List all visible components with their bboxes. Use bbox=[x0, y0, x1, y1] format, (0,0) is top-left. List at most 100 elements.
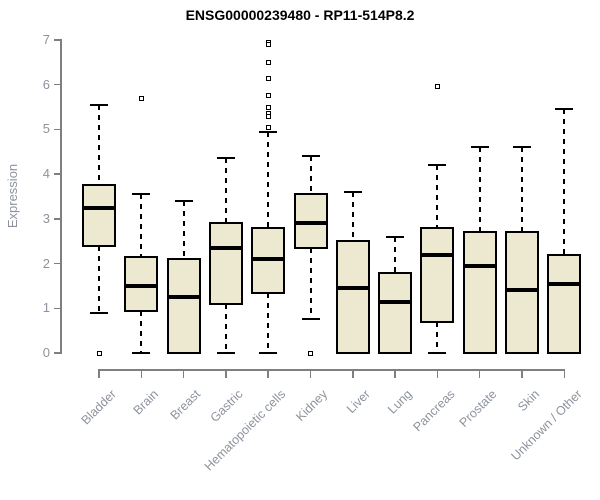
lower-whisker-cap bbox=[132, 352, 151, 354]
box-rect bbox=[124, 255, 159, 312]
median-line bbox=[84, 205, 114, 210]
x-tick-label: Prostate bbox=[456, 387, 500, 430]
median-line bbox=[380, 299, 411, 304]
y-tick-label: 5 bbox=[42, 121, 50, 137]
lower-whisker bbox=[309, 247, 312, 320]
outlier-point bbox=[96, 350, 102, 356]
x-tick-label: Bladder bbox=[78, 387, 119, 428]
upper-whisker-cap bbox=[216, 157, 235, 160]
x-tick-label: Lung bbox=[385, 387, 416, 417]
x-tick-label: Skin bbox=[514, 387, 542, 415]
x-axis-tick bbox=[98, 369, 100, 378]
x-axis-tick bbox=[182, 369, 185, 378]
upper-whisker-cap bbox=[555, 108, 574, 111]
lower-whisker-cap bbox=[90, 311, 108, 314]
outlier-point bbox=[434, 84, 440, 90]
outlier-point bbox=[265, 41, 271, 47]
outlier-point bbox=[308, 350, 313, 356]
x-axis-tick bbox=[394, 369, 396, 378]
upper-whisker bbox=[182, 200, 185, 260]
x-axis-tick bbox=[140, 369, 143, 378]
x-axis-tick bbox=[267, 369, 269, 378]
upper-whisker bbox=[224, 158, 227, 224]
upper-whisker bbox=[394, 236, 397, 273]
lower-whisker-cap bbox=[259, 352, 278, 354]
x-axis-tick bbox=[309, 369, 312, 378]
box-rect bbox=[547, 253, 582, 354]
box-rect bbox=[293, 193, 328, 249]
lower-whisker bbox=[140, 310, 143, 353]
upper-whisker bbox=[140, 194, 143, 257]
upper-whisker-cap bbox=[428, 164, 447, 167]
y-axis-tick bbox=[54, 128, 61, 131]
y-axis-title: Expression bbox=[5, 163, 20, 229]
y-tick-label: 3 bbox=[42, 210, 50, 226]
y-axis-tick bbox=[54, 352, 61, 354]
median-line bbox=[422, 252, 453, 257]
outlier-point bbox=[265, 104, 271, 110]
upper-whisker bbox=[563, 109, 566, 255]
x-axis-tick bbox=[563, 369, 566, 378]
box-rect bbox=[378, 271, 413, 354]
lower-whisker-cap bbox=[301, 318, 320, 321]
y-axis-tick bbox=[54, 173, 61, 175]
upper-whisker bbox=[436, 165, 439, 228]
upper-whisker bbox=[98, 104, 100, 186]
y-tick-label: 1 bbox=[42, 300, 50, 316]
x-tick-label: Liver bbox=[343, 387, 373, 417]
median-line bbox=[168, 295, 199, 300]
x-tick-label: Brain bbox=[130, 387, 162, 418]
x-axis-tick bbox=[478, 369, 481, 378]
box-rect bbox=[505, 231, 539, 354]
upper-whisker-cap bbox=[90, 103, 108, 106]
x-tick-label: Gastric bbox=[207, 387, 246, 425]
y-tick-label: 0 bbox=[42, 345, 50, 360]
outlier-point bbox=[265, 75, 271, 81]
lower-whisker bbox=[267, 292, 270, 353]
x-axis-line bbox=[98, 369, 566, 371]
upper-whisker-cap bbox=[513, 146, 531, 149]
lower-whisker bbox=[436, 321, 439, 353]
y-axis-line bbox=[60, 39, 62, 354]
x-axis-tick bbox=[225, 369, 227, 378]
median-line bbox=[126, 283, 157, 288]
lower-whisker bbox=[224, 303, 227, 353]
box-rect bbox=[208, 222, 243, 305]
upper-whisker-cap bbox=[386, 235, 405, 238]
x-tick-label: Breast bbox=[168, 387, 204, 423]
x-axis-tick bbox=[352, 369, 354, 378]
y-axis-tick bbox=[54, 83, 61, 86]
upper-whisker-cap bbox=[301, 155, 320, 158]
upper-whisker-cap bbox=[259, 130, 278, 133]
upper-whisker bbox=[267, 131, 270, 228]
y-tick-label: 2 bbox=[42, 255, 50, 271]
outlier-point bbox=[265, 124, 271, 130]
y-tick-label: 7 bbox=[42, 32, 50, 47]
x-tick-label: Hematopoietic cells bbox=[201, 387, 289, 474]
upper-whisker-cap bbox=[343, 191, 362, 194]
lower-whisker bbox=[98, 245, 100, 313]
upper-whisker bbox=[478, 147, 481, 233]
x-axis-tick bbox=[521, 369, 523, 378]
outlier-point bbox=[265, 59, 271, 65]
median-line bbox=[507, 288, 537, 293]
x-axis-tick bbox=[436, 369, 439, 378]
upper-whisker bbox=[521, 147, 523, 233]
median-line bbox=[549, 281, 580, 286]
y-tick-label: 4 bbox=[42, 166, 50, 182]
upper-whisker-cap bbox=[174, 199, 193, 202]
median-line bbox=[337, 286, 368, 291]
upper-whisker-cap bbox=[132, 193, 151, 196]
median-line bbox=[464, 263, 495, 268]
lower-whisker-cap bbox=[428, 352, 447, 354]
y-axis-tick bbox=[54, 307, 61, 310]
median-line bbox=[295, 221, 326, 226]
lower-whisker-cap bbox=[216, 352, 235, 354]
y-axis-tick bbox=[54, 218, 61, 220]
upper-whisker bbox=[309, 156, 312, 195]
outlier-point bbox=[265, 113, 271, 119]
y-axis-tick bbox=[54, 39, 61, 41]
box-rect bbox=[166, 258, 201, 354]
x-tick-label: Kidney bbox=[293, 387, 331, 424]
